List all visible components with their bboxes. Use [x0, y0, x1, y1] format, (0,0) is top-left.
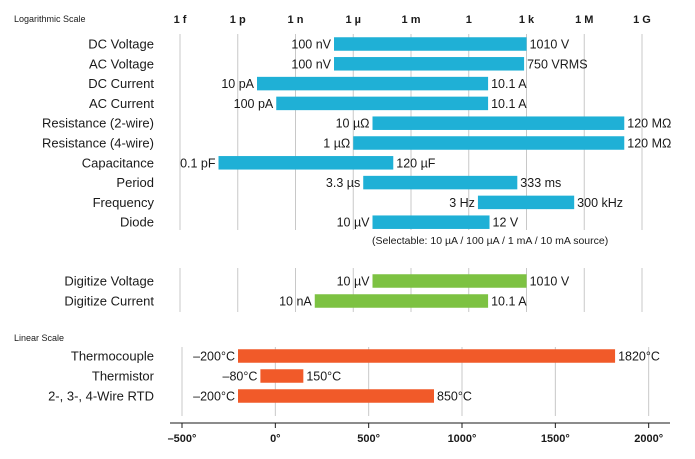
digitize-max-label-digitize-current: 10.1 A	[491, 295, 527, 309]
log-max-label-ac-current: 10.1 A	[491, 97, 527, 111]
linear-tick-label-4: 1500°	[541, 433, 570, 445]
linear-row-label-thermistor: Thermistor	[92, 369, 155, 384]
linear-bar-2-3-4-wire-rtd	[238, 389, 435, 403]
log-row-label-resistance-2-wire: Resistance (2-wire)	[42, 116, 154, 131]
log-min-label-diode: 10 µV	[337, 216, 371, 230]
log-max-label-resistance-2-wire: 120 MΩ	[627, 117, 671, 131]
linear-min-label-thermistor: –80°C	[223, 370, 258, 384]
log-bar-resistance-4-wire	[353, 136, 625, 150]
section-title-log: Logarithmic Scale	[14, 14, 86, 24]
log-bar-ac-current	[276, 96, 489, 111]
log-max-label-resistance-4-wire: 120 MΩ	[627, 137, 671, 151]
linear-min-label-thermocouple: –200°C	[193, 350, 235, 364]
digitize-max-label-digitize-voltage: 1010 V	[530, 275, 570, 289]
log-row-label-dc-voltage: DC Voltage	[88, 37, 154, 52]
log-row-label-frequency: Frequency	[93, 195, 155, 210]
log-min-label-period: 3.3 µs	[326, 176, 360, 190]
log-bar-ac-voltage	[334, 57, 525, 71]
log-tick-label-4: 1 m	[402, 14, 421, 26]
log-tick-label-5: 1	[466, 14, 472, 26]
log-min-label-ac-voltage: 100 nV	[291, 57, 331, 71]
digitize-bar-digitize-voltage	[372, 274, 527, 288]
digitize-min-label-digitize-voltage: 10 µV	[337, 275, 371, 289]
log-max-label-capacitance: 120 µF	[396, 156, 436, 170]
digitize-row-label-digitize-voltage: Digitize Voltage	[64, 274, 154, 289]
log-tick-label-6: 1 k	[519, 14, 535, 26]
digitize-bar-digitize-current	[314, 294, 489, 308]
log-bar-dc-current	[257, 76, 489, 91]
linear-bar-thermocouple	[238, 349, 616, 363]
log-tick-label-7: 1 M	[575, 14, 593, 26]
log-min-label-dc-voltage: 100 nV	[291, 38, 331, 52]
log-bar-diode	[372, 215, 490, 229]
log-row-label-resistance-4-wire: Resistance (4-wire)	[42, 136, 154, 151]
linear-max-label-thermocouple: 1820°C	[618, 350, 660, 364]
digitize-row-label-digitize-current: Digitize Current	[64, 294, 154, 309]
linear-tick-label-2: 500°	[357, 433, 380, 445]
log-bar-dc-voltage	[334, 37, 527, 51]
log-row-label-ac-current: AC Current	[89, 96, 154, 111]
log-row-label-capacitance: Capacitance	[82, 155, 154, 170]
log-max-label-diode: 12 V	[493, 216, 519, 230]
log-max-label-frequency: 300 kHz	[577, 196, 623, 210]
log-bar-resistance-2-wire	[372, 116, 625, 130]
linear-tick-label-5: 2000°	[634, 433, 663, 445]
linear-tick-label-3: 1000°	[448, 433, 477, 445]
log-tick-label-1: 1 p	[230, 14, 246, 26]
log-row-label-period: Period	[116, 175, 154, 190]
log-tick-label-3: 1 µ	[345, 14, 361, 26]
log-bar-period	[363, 175, 518, 190]
log-min-label-resistance-4-wire: 1 µΩ	[323, 137, 350, 151]
log-max-label-dc-voltage: 1010 V	[530, 38, 570, 52]
log-bar-capacitance	[218, 156, 394, 170]
log-max-label-ac-voltage: 750 VRMS	[527, 57, 587, 71]
log-row-label-diode: Diode	[120, 215, 154, 230]
log-min-label-dc-current: 10 pA	[221, 77, 254, 91]
linear-min-label-2-3-4-wire-rtd: –200°C	[193, 390, 235, 404]
linear-row-label-2-3-4-wire-rtd: 2-, 3-, 4-Wire RTD	[48, 389, 154, 404]
log-min-label-ac-current: 100 pA	[234, 97, 274, 111]
log-min-label-capacitance: 0.1 pF	[180, 156, 216, 170]
log-tick-label-8: 1 G	[633, 14, 651, 26]
linear-bar-thermistor	[260, 369, 304, 383]
linear-max-label-thermistor: 150°C	[306, 370, 341, 384]
log-min-label-resistance-2-wire: 10 µΩ	[336, 117, 370, 131]
log-bar-frequency	[477, 195, 575, 210]
log-row-label-dc-current: DC Current	[88, 76, 154, 91]
linear-max-label-2-3-4-wire-rtd: 850°C	[437, 390, 472, 404]
log-max-label-dc-current: 10.1 A	[491, 77, 527, 91]
linear-tick-label-1: 0°	[270, 433, 281, 445]
log-row-label-ac-voltage: AC Voltage	[89, 56, 154, 71]
log-max-label-period: 333 ms	[520, 176, 561, 190]
digitize-min-label-digitize-current: 10 nA	[279, 295, 312, 309]
section-title-linear: Linear Scale	[14, 333, 64, 343]
log-tick-label-2: 1 n	[288, 14, 304, 26]
linear-row-label-thermocouple: Thermocouple	[71, 349, 154, 364]
linear-tick-label-0: –500°	[168, 433, 197, 445]
diode-note: (Selectable: 10 µA / 100 µA / 1 mA / 10 …	[372, 235, 608, 247]
log-min-label-frequency: 3 Hz	[449, 196, 475, 210]
log-tick-label-0: 1 f	[174, 14, 187, 26]
